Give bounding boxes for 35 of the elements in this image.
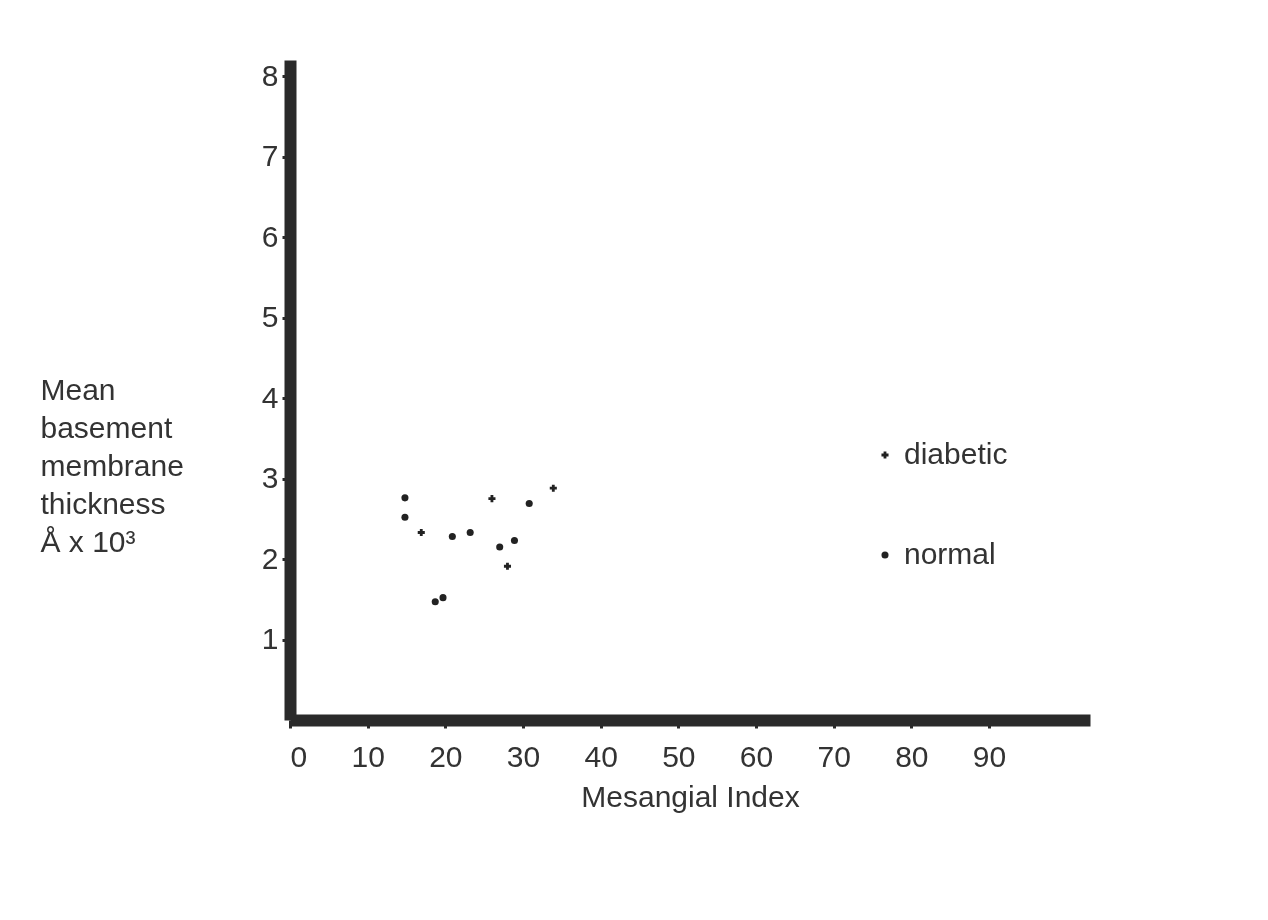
point — [503, 562, 512, 570]
point — [488, 495, 496, 503]
x-tick-label: 10 — [351, 739, 385, 773]
x-tick-label: 90 — [972, 739, 1007, 773]
y-tick-label: 4 — [261, 380, 279, 414]
y-tick-label: 6 — [261, 219, 279, 253]
x-tick-label: 0 — [290, 739, 308, 773]
point — [510, 536, 518, 545]
y-tick-label: 7 — [261, 139, 279, 173]
x-tick-label: 80 — [895, 739, 929, 773]
y-tick-label: 1 — [261, 622, 279, 656]
point — [401, 513, 409, 521]
point — [448, 532, 456, 541]
x-tick-label: 60 — [739, 739, 774, 773]
x-tick-label: 50 — [662, 739, 696, 773]
legend-label: normal — [904, 537, 996, 570]
legend-label: diabetic — [904, 437, 1008, 470]
point — [431, 598, 439, 606]
y-tick-label: 8 — [261, 58, 279, 92]
y-tick-label: 5 — [261, 300, 279, 334]
point — [401, 494, 409, 502]
point — [496, 543, 504, 551]
x-axis-title: Mesangial Index — [581, 779, 800, 813]
y-tick-label: 3 — [261, 461, 279, 495]
point — [525, 499, 533, 508]
point — [549, 484, 557, 492]
x-tick-label: 40 — [584, 739, 618, 773]
point — [439, 594, 447, 602]
y-tick-label: 2 — [261, 541, 279, 575]
point — [466, 528, 474, 536]
point — [417, 528, 425, 536]
y-axis-title: Mean basement membrane thickness Å x 10³ — [40, 372, 184, 558]
x-tick-label: 20 — [429, 739, 463, 773]
x-tick-label: 70 — [817, 739, 851, 773]
x-tick-label: 30 — [506, 739, 541, 773]
